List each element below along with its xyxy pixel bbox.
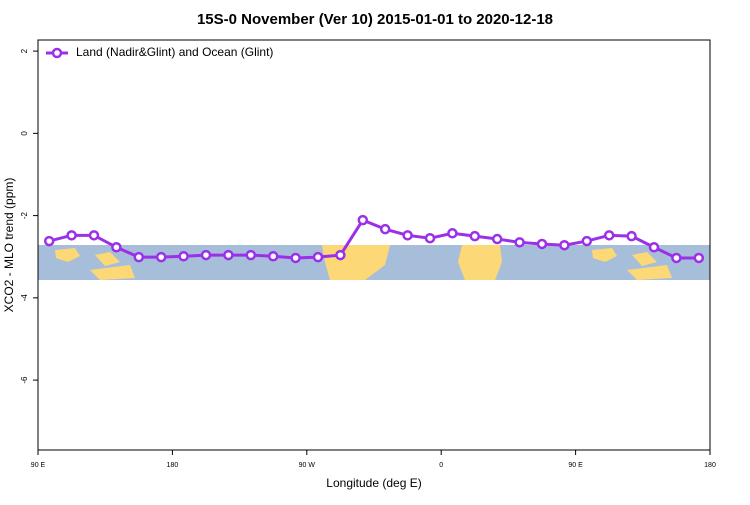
point [469,230,481,242]
x-tick-label: 180 [704,462,716,469]
point [491,233,503,245]
point [335,249,346,261]
point [223,249,234,261]
y-tick-label: 2 [20,48,29,53]
x-tick-label: 0 [439,462,443,469]
land [592,248,672,280]
point [43,235,55,247]
legend-marker [51,47,63,59]
y-tick-label: -6 [20,376,29,384]
chart-title: 15S-0 November (Ver 10) 2015-01-01 to 20… [197,11,553,28]
point [111,242,122,253]
y-tick-label: -2 [20,211,29,219]
point [379,223,391,235]
point [290,252,301,264]
point [626,230,637,242]
point [245,249,257,261]
point [447,228,458,239]
point [402,230,413,241]
y-tick-label: -4 [20,294,29,302]
x-tick-label: 90 W [299,462,316,469]
point [671,252,682,264]
point [66,230,77,241]
point [178,251,189,262]
point [312,251,324,263]
land [458,245,502,280]
x-tick-label: 180 [167,462,179,469]
point [603,230,615,241]
point [693,252,705,264]
point [514,237,525,248]
point [267,251,279,262]
point [357,214,369,226]
land [55,248,135,280]
point [536,238,548,250]
point [648,242,660,253]
map-band [38,245,710,280]
x-tick-label: 90 E [31,462,46,469]
point [200,249,212,261]
point [88,230,100,241]
point [424,232,436,244]
legend-label: Land (Nadir&Glint) and Ocean (Glint) [76,45,273,59]
plot-frame [37,39,711,451]
point [133,251,145,263]
point [155,251,167,263]
x-tick-label: 90 E [568,462,583,469]
y-tick-label: 0 [20,131,29,136]
point [559,239,570,251]
x-axis-label: Longitude (deg E) [326,476,421,490]
y-axis-label: XCO2 - MLO trend (ppm) [2,178,16,313]
point [581,235,593,247]
